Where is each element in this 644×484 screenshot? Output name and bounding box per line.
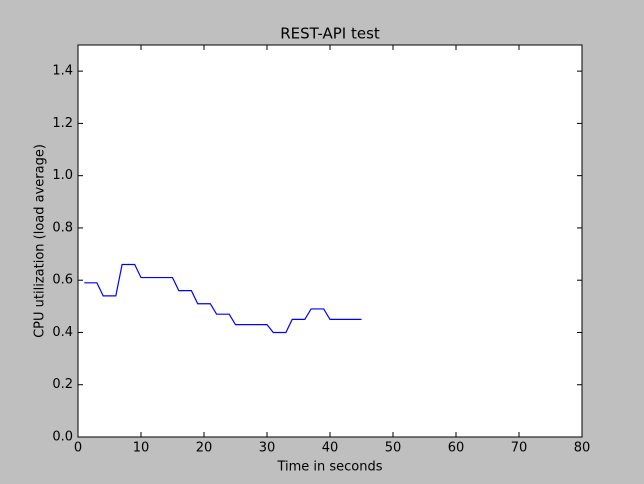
y-tick-label: 0.8 <box>52 220 73 235</box>
x-axis-label: Time in seconds <box>276 460 382 475</box>
plot-area <box>77 44 583 438</box>
x-tick-label: 40 <box>322 441 339 456</box>
x-tick-label: 70 <box>511 441 528 456</box>
y-tick-label: 0.2 <box>52 377 73 392</box>
x-tick-label: 60 <box>448 441 465 456</box>
y-tick-label: 0.6 <box>52 273 73 288</box>
data-line <box>84 263 362 334</box>
y-tick-label: 1.4 <box>52 64 73 79</box>
x-tick-label: 80 <box>574 441 591 456</box>
y-tick-label: 1.2 <box>52 116 73 131</box>
y-tick-label: 0.0 <box>52 430 73 445</box>
x-tick-label: 50 <box>385 441 402 456</box>
x-tick-label: 30 <box>259 441 276 456</box>
x-tick-label: 0 <box>74 441 82 456</box>
y-tick-label: 1.0 <box>52 168 73 183</box>
x-tick-label: 10 <box>133 441 150 456</box>
y-tick-label: 0.4 <box>52 325 73 340</box>
y-axis-label: CPU utilization (load average) <box>33 144 48 338</box>
x-tick-label: 20 <box>196 441 213 456</box>
chart-title: REST-API test <box>280 25 380 43</box>
